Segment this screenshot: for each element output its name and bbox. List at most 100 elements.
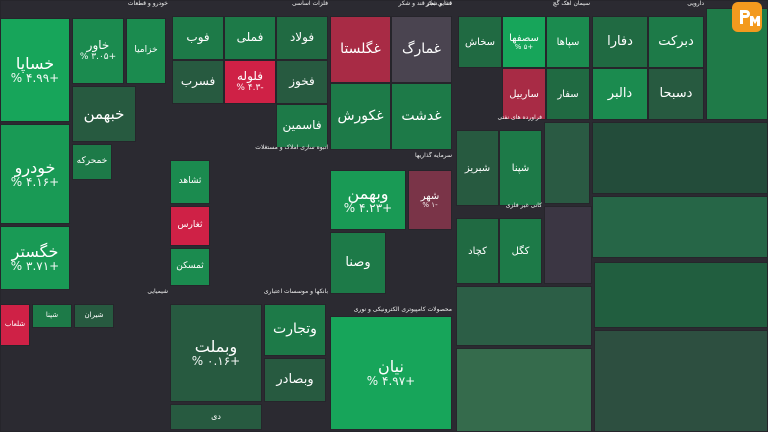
tile-symbol: فخوز <box>289 74 315 89</box>
heatmap-tile[interactable]: شپنا <box>32 304 72 328</box>
heatmap-tile[interactable]: خودرو +۴.۱۶ % <box>0 124 70 224</box>
heatmap-tile[interactable]: شهر -۱ % <box>408 170 452 230</box>
heatmap-tile[interactable]: کگل <box>499 218 542 284</box>
tile-symbol: دفارا <box>607 33 633 49</box>
heatmap-tile[interactable]: سپاها <box>546 16 590 68</box>
heatmap-tile[interactable]: دسبحا <box>648 68 704 120</box>
tile-change: +۰.۱۶ % <box>191 354 241 369</box>
tile-symbol: شیران <box>84 311 104 320</box>
tile-symbol: خبهمن <box>83 104 125 123</box>
tile-symbol: وتجارت <box>273 321 317 338</box>
tile-symbol: ثشاهد <box>178 176 202 187</box>
tile-symbol: خودرو <box>14 157 56 177</box>
tile-change: +۴.۱۶ % <box>10 175 60 190</box>
heatmap-tile[interactable]: ساربیل <box>502 68 546 120</box>
tile-symbol: نیان <box>378 356 404 376</box>
heatmap-tile[interactable]: وتجارت <box>264 304 326 356</box>
tile-symbol: سصفها <box>509 32 539 44</box>
heatmap-tile[interactable]: سفار <box>546 68 590 120</box>
heatmap-tile[interactable]: شبریز <box>456 130 499 206</box>
heatmap-tile[interactable]: خاور +۳.۰۵ % <box>72 18 124 84</box>
sector-label: فراورده های نفتی <box>497 114 542 121</box>
heatmap-tile[interactable]: سصفها +۵ % <box>502 16 546 68</box>
tile-symbol: کگل <box>511 245 530 257</box>
sector-label: دارویی <box>687 0 704 7</box>
heatmap-tile[interactable]: دالبر <box>592 68 648 120</box>
tile-change: +۳.۷۱ % <box>10 259 60 274</box>
tile-symbol: شهر <box>420 190 440 202</box>
sector-label: سرمایه گذاریها <box>414 152 452 159</box>
heatmap-tile[interactable]: فسرب <box>172 60 224 104</box>
heatmap-tile[interactable]: خگستر +۳.۷۱ % <box>0 226 70 290</box>
heatmap-tile[interactable]: خزامیا <box>126 18 166 84</box>
heatmap-tile[interactable]: دفارا <box>592 16 648 68</box>
heatmap-tile[interactable]: فملی <box>224 16 276 60</box>
heatmap-tile[interactable]: خمحرکه <box>72 144 112 180</box>
heatmap-tile[interactable]: شیران <box>74 304 114 328</box>
tile-symbol: شبریز <box>464 162 491 174</box>
tile-symbol: غکورش <box>337 107 384 124</box>
heatmap-tile[interactable]: دی <box>170 404 262 430</box>
heatmap-tile[interactable]: فخوز <box>276 60 328 104</box>
heatmap-tile[interactable]: وبصادر <box>264 358 326 402</box>
heatmap-tile[interactable]: شپنا <box>499 130 542 206</box>
heatmap-tile[interactable]: وبملت +۰.۱۶ % <box>170 304 262 402</box>
tile-change: +۴.۹۹ % <box>10 71 60 86</box>
tile-symbol: فملی <box>236 30 264 45</box>
tile-symbol: سخاش <box>464 36 496 48</box>
filler-tile <box>594 262 768 328</box>
heatmap-tile[interactable]: ثمسکن <box>170 248 210 286</box>
heatmap-tile[interactable]: غمارگ <box>391 16 452 83</box>
heatmap-tile[interactable]: خساپا +۴.۹۹ % <box>0 18 70 122</box>
heatmap-tile[interactable]: ثغارس <box>170 206 210 246</box>
heatmap-tile[interactable]: شلعاب <box>0 304 30 346</box>
tile-symbol: ثمسکن <box>176 261 204 272</box>
tile-change: +۴.۲۳ % <box>343 201 393 216</box>
heatmap-tile[interactable]: فولاد <box>276 16 328 60</box>
heatmap-tile[interactable]: فلوله -۴.۳ % <box>224 60 276 104</box>
heatmap-tile[interactable]: وصنا <box>330 232 386 294</box>
tile-change: +۵ % <box>514 42 534 51</box>
tile-symbol: وبصادر <box>276 371 314 387</box>
heatmap-tile[interactable]: کچاد <box>456 218 499 284</box>
tile-symbol: وبملت <box>194 336 238 356</box>
sector-label: بانکها و موسسات اعتباری <box>263 288 328 295</box>
tile-symbol: فاسمین <box>282 118 322 133</box>
heatmap-tile[interactable]: خبهمن <box>72 86 136 142</box>
sector-label: محصولات کامپیوتری الکترونیکی و نوری <box>353 306 452 313</box>
filler-tile <box>594 330 768 432</box>
tile-symbol: فسرب <box>180 74 216 89</box>
sector-label: خودرو و قطعات <box>127 0 168 7</box>
tile-symbol: فوب <box>186 30 210 45</box>
heatmap-tile[interactable]: نیان +۴.۹۷ % <box>330 316 452 430</box>
tile-symbol: شپنا <box>45 311 59 320</box>
tile-symbol: ساربیل <box>509 88 539 100</box>
tile-symbol: شلعاب <box>4 320 26 329</box>
tile-symbol: کچاد <box>468 245 487 257</box>
heatmap-tile[interactable]: غکورش <box>330 83 391 150</box>
sector-label: سیمان آهک گچ <box>552 0 590 7</box>
heatmap-tile[interactable]: سخاش <box>458 16 502 68</box>
heatmap-tile[interactable]: ثشاهد <box>170 160 210 204</box>
heatmap-tile[interactable]: غدشت <box>391 83 452 150</box>
heatmap-tile[interactable]: دبرکت <box>648 16 704 68</box>
tile-symbol: وصنا <box>345 254 371 270</box>
filler-tile <box>456 348 592 432</box>
tile-symbol: دالبر <box>607 85 633 101</box>
heatmap-tile[interactable]: غگلستا <box>330 16 391 83</box>
tile-change: -۱ % <box>422 200 438 209</box>
sector-label: قند و شکر <box>425 0 452 7</box>
tile-symbol: خگستر <box>11 241 59 261</box>
heatmap-tile[interactable]: وبهمن +۴.۲۳ % <box>330 170 406 230</box>
tile-symbol: فولاد <box>289 30 315 45</box>
filler-tile <box>592 122 768 194</box>
tile-symbol: خمحرکه <box>76 156 108 167</box>
tile-symbol: شپنا <box>511 162 530 174</box>
tile-symbol: ثغارس <box>177 220 203 231</box>
heatmap-tile[interactable]: فوب <box>172 16 224 60</box>
filler-tile <box>544 122 590 204</box>
heatmap-tile[interactable]: فاسمین <box>276 104 328 148</box>
tile-symbol: دسبحا <box>659 85 693 101</box>
tile-change: -۴.۳ % <box>236 82 264 93</box>
tile-symbol: غدشت <box>401 107 442 124</box>
